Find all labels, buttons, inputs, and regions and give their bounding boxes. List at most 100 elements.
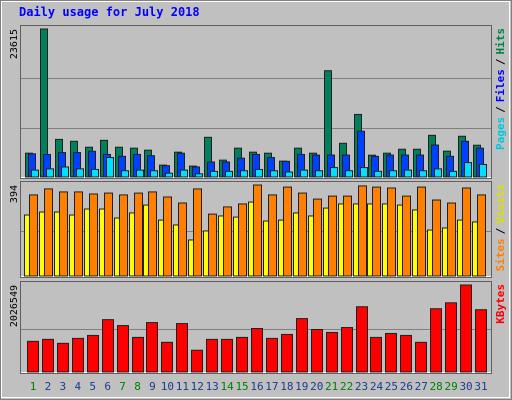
bar xyxy=(464,162,472,178)
bar xyxy=(106,157,114,178)
bar xyxy=(221,338,233,373)
bar xyxy=(402,195,411,277)
bar xyxy=(191,349,203,373)
x-tick-label: 27 xyxy=(415,380,428,393)
bar xyxy=(360,167,368,178)
legend: KBytes xyxy=(494,284,507,324)
bar xyxy=(236,336,248,373)
bar xyxy=(387,187,396,277)
bar xyxy=(253,184,262,277)
bar xyxy=(296,318,308,373)
bar xyxy=(417,186,426,277)
bar xyxy=(89,193,98,277)
bar xyxy=(193,188,202,277)
x-tick-label: 6 xyxy=(104,380,111,393)
legend: Sites / Visits xyxy=(494,184,507,272)
bar xyxy=(76,168,84,178)
bar xyxy=(432,199,441,277)
bar xyxy=(87,334,99,373)
x-tick-label: 31 xyxy=(474,380,487,393)
x-tick-label: 15 xyxy=(235,380,248,393)
x-tick-label: 8 xyxy=(134,380,141,393)
y-tick-label: 394 xyxy=(9,185,20,203)
x-tick-label: 20 xyxy=(310,380,323,393)
x-tick-label: 18 xyxy=(280,380,293,393)
bar xyxy=(208,213,217,277)
bar xyxy=(370,336,382,373)
bar xyxy=(132,336,144,373)
chart-title: Daily usage for July 2018 xyxy=(19,5,200,19)
legend-entry: Sites xyxy=(494,238,507,271)
x-tick-label: 14 xyxy=(221,380,235,393)
bar xyxy=(298,192,307,277)
bar xyxy=(104,192,113,277)
bar xyxy=(240,170,248,178)
bar xyxy=(180,169,188,178)
bar xyxy=(372,186,381,277)
bar xyxy=(210,170,218,178)
x-tick-label: 26 xyxy=(400,380,413,393)
x-tick-label: 2 xyxy=(45,380,52,393)
bar xyxy=(266,337,278,373)
bar xyxy=(341,327,353,373)
x-tick-label: 22 xyxy=(340,380,353,393)
bar xyxy=(330,167,338,178)
bar xyxy=(223,206,232,277)
bar xyxy=(255,168,263,178)
bar xyxy=(419,170,427,178)
bar xyxy=(165,172,173,178)
legend-entry: Pages xyxy=(494,117,507,150)
x-tick-label: 28 xyxy=(430,380,443,393)
x-tick-label: 19 xyxy=(295,380,308,393)
bar xyxy=(447,202,456,277)
bar xyxy=(345,170,353,178)
x-tick-label: 24 xyxy=(370,380,384,393)
bar xyxy=(72,337,84,373)
legend: Pages / Files / Hits xyxy=(494,28,507,150)
legend-separator: / xyxy=(494,58,507,65)
x-tick-label: 11 xyxy=(176,380,189,393)
bar xyxy=(150,170,158,178)
bar xyxy=(57,342,69,373)
bar xyxy=(176,323,188,373)
bar xyxy=(74,191,83,277)
x-tick-label: 13 xyxy=(206,380,219,393)
bar xyxy=(27,340,39,373)
bar xyxy=(389,170,397,178)
legend-separator: / xyxy=(494,106,507,113)
bar xyxy=(61,166,69,178)
legend-entry: Files xyxy=(494,69,507,102)
bar xyxy=(445,302,457,373)
bar xyxy=(475,309,487,373)
x-tick-label: 5 xyxy=(89,380,96,393)
bar xyxy=(460,284,472,373)
x-tick-label: 17 xyxy=(265,380,278,393)
bar xyxy=(313,198,322,277)
x-tick-label: 21 xyxy=(325,380,338,393)
x-tick-label: 1 xyxy=(30,380,37,393)
bar xyxy=(238,203,247,277)
bar xyxy=(326,331,338,373)
bar xyxy=(415,341,427,373)
x-tick-label: 29 xyxy=(445,380,458,393)
bar xyxy=(29,194,38,277)
bar xyxy=(400,334,412,373)
x-tick-label: 12 xyxy=(191,380,204,393)
bar xyxy=(251,328,263,373)
x-tick-label: 16 xyxy=(250,380,263,393)
bar xyxy=(91,168,99,178)
bar xyxy=(119,194,128,277)
bar xyxy=(343,195,352,277)
x-tick-label: 4 xyxy=(74,380,81,393)
bar xyxy=(46,168,54,178)
bar xyxy=(163,196,172,277)
bar xyxy=(430,308,442,373)
x-tick-label: 7 xyxy=(119,380,126,393)
bar xyxy=(315,170,323,178)
bar xyxy=(178,202,187,277)
legend-entry: Hits xyxy=(494,28,507,55)
y-tick-label: 2026549 xyxy=(9,285,20,327)
bar xyxy=(31,169,39,178)
x-tick-label: 30 xyxy=(459,380,472,393)
